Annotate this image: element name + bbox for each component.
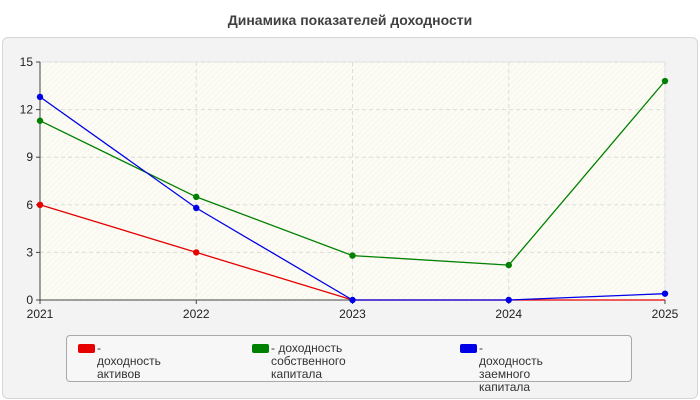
x-tick-label: 2021 xyxy=(27,307,54,321)
y-tick-label: 6 xyxy=(26,198,33,212)
legend-swatch-equity xyxy=(252,344,269,353)
x-tick-label: 2024 xyxy=(495,307,522,321)
legend: - доходность активов - доходность собств… xyxy=(66,335,632,394)
legend-label-equity: - доходность собственного капитала xyxy=(271,341,346,381)
x-tick-label: 2023 xyxy=(339,307,366,321)
data-point-2 xyxy=(505,296,512,304)
data-point-0 xyxy=(193,249,200,256)
legend-swatch-assets xyxy=(78,344,95,353)
data-points xyxy=(36,77,669,304)
y-tick-label: 9 xyxy=(26,150,33,164)
legend-swatch-debt xyxy=(460,344,477,353)
legend-label-debt: - доходность заемного капитала xyxy=(479,341,543,394)
data-point-2 xyxy=(661,290,669,297)
y-tick-label: 15 xyxy=(20,55,34,69)
x-tick-label: 2022 xyxy=(183,307,210,321)
grid-lines xyxy=(40,61,666,300)
legend-label-assets: - доходность активов xyxy=(97,341,161,381)
data-point-2 xyxy=(36,93,44,101)
tick-labels: 0 3 6 9 12 15 2021 2022 2023 2024 2025 xyxy=(20,55,679,321)
data-point-1 xyxy=(36,117,44,124)
data-point-2 xyxy=(349,296,356,304)
y-tick-label: 0 xyxy=(26,293,33,307)
y-tick-label: 12 xyxy=(20,103,34,117)
data-point-1 xyxy=(193,193,200,201)
chart-title: Динамика показателей доходности xyxy=(227,12,473,28)
data-point-1 xyxy=(349,252,356,259)
data-point-1 xyxy=(505,261,512,269)
data-point-0 xyxy=(36,201,44,208)
y-tick-label: 3 xyxy=(26,245,33,259)
data-point-1 xyxy=(661,77,669,85)
x-tick-label: 2025 xyxy=(652,307,679,321)
data-point-2 xyxy=(193,204,200,212)
